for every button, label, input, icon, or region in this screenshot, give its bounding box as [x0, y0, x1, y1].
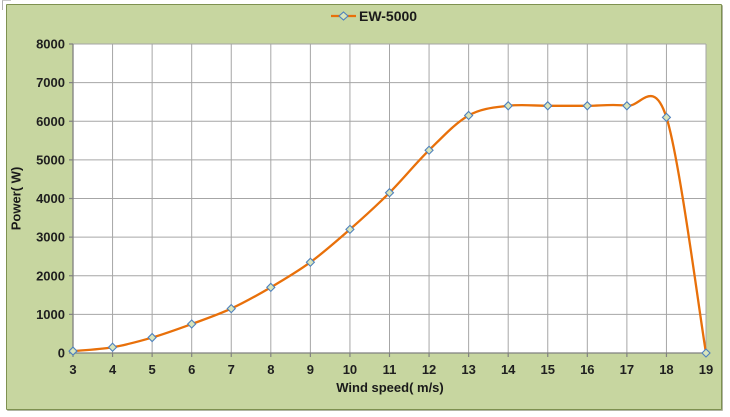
- y-tick-label: 3000: [36, 230, 65, 245]
- data-point-marker[interactable]: [186, 319, 197, 329]
- data-point-marker[interactable]: [345, 224, 355, 235]
- y-tick-label: 2000: [36, 268, 65, 283]
- y-axis-title: Power( W): [8, 166, 24, 231]
- y-tick-label: 4000: [36, 191, 65, 206]
- x-axis-title: Wind speed( m/s): [336, 380, 444, 395]
- data-point-marker[interactable]: [503, 101, 513, 111]
- legend-label: EW-5000: [359, 8, 418, 24]
- data-point-marker[interactable]: [226, 303, 237, 314]
- data-point-marker[interactable]: [701, 348, 711, 358]
- y-tick-label: 7000: [36, 75, 65, 90]
- x-tick-label: 3: [69, 362, 76, 377]
- worksheet-corner-artifact: [2, 0, 11, 10]
- legend[interactable]: EW-5000: [330, 8, 417, 24]
- data-point-marker[interactable]: [68, 346, 78, 356]
- legend-line-sample: [331, 11, 356, 21]
- x-tick-label: 5: [149, 362, 156, 377]
- y-tick-label: 0: [58, 346, 65, 361]
- y-tick-label: 8000: [36, 37, 65, 52]
- x-tick-label: 9: [307, 362, 314, 377]
- data-point-marker[interactable]: [582, 101, 593, 111]
- x-tick-label: 8: [267, 362, 274, 377]
- y-tick-label: 1000: [36, 307, 65, 322]
- x-tick-label: 10: [343, 362, 357, 377]
- x-tick-label: 18: [659, 362, 673, 377]
- x-tick-label: 7: [228, 362, 235, 377]
- y-tick-label: 6000: [36, 114, 65, 129]
- data-point-marker[interactable]: [384, 187, 395, 198]
- x-tick-label: 15: [541, 362, 555, 377]
- x-tick-label: 16: [580, 362, 594, 377]
- x-tick-label: 11: [383, 362, 397, 377]
- data-point-marker[interactable]: [305, 257, 316, 268]
- data-point-marker[interactable]: [424, 145, 434, 155]
- x-tick-label: 19: [699, 362, 713, 377]
- data-point-marker[interactable]: [147, 332, 157, 343]
- x-tick-label: 13: [461, 362, 475, 377]
- x-tick-label: 17: [620, 362, 634, 377]
- y-tick-label: 5000: [36, 152, 65, 167]
- data-point-marker[interactable]: [266, 282, 276, 293]
- x-tick-label: 6: [188, 362, 195, 377]
- data-point-marker[interactable]: [463, 110, 474, 121]
- x-tick-label: 12: [422, 362, 436, 377]
- legend-marker-icon: [338, 11, 349, 21]
- data-point-marker[interactable]: [622, 101, 632, 111]
- data-point-marker[interactable]: [107, 342, 118, 352]
- data-point-marker[interactable]: [661, 112, 672, 123]
- x-tick-label: 4: [109, 362, 117, 377]
- x-tick-label: 14: [501, 362, 516, 377]
- data-point-marker[interactable]: [542, 101, 553, 111]
